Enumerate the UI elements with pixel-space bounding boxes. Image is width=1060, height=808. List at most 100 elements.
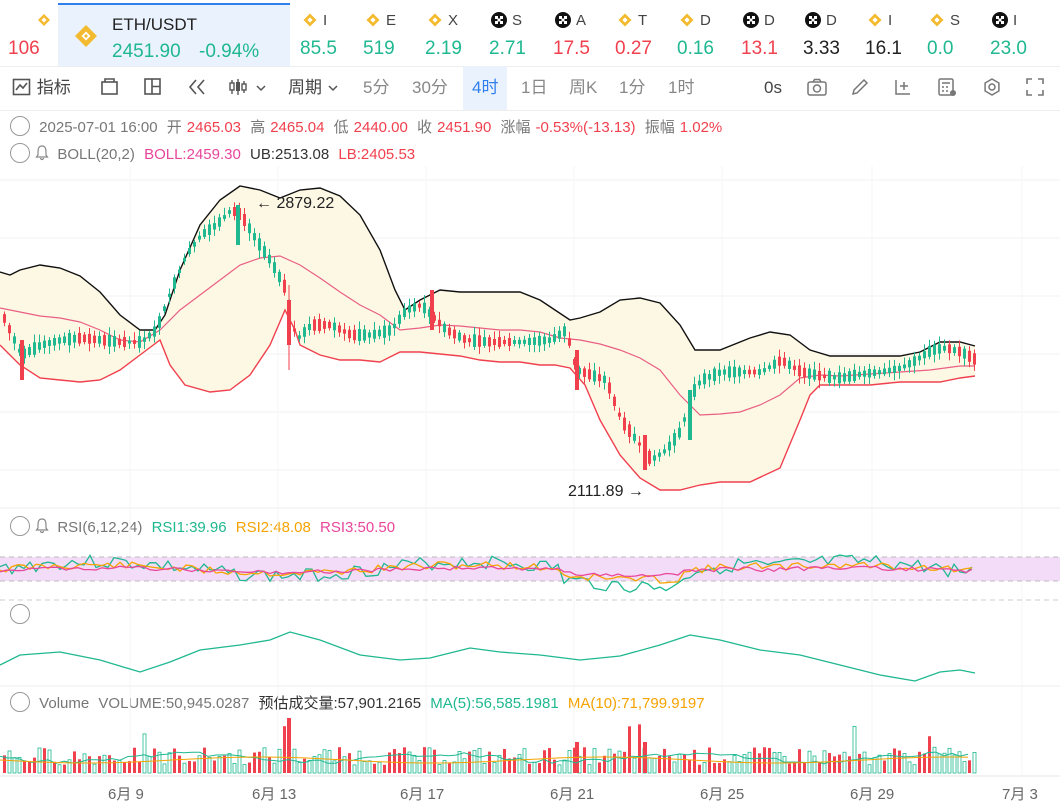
- candle: [613, 396, 616, 406]
- volume-bar: [772, 751, 777, 774]
- volume-bar: [57, 764, 62, 774]
- collapse-icon[interactable]: [10, 116, 30, 137]
- volume-bar: [17, 757, 22, 774]
- ticker-item[interactable]: A 17.5: [548, 0, 610, 66]
- candle: [758, 369, 761, 375]
- candle: [688, 396, 691, 408]
- ticker-item[interactable]: E 519: [358, 0, 420, 66]
- candle: [433, 315, 436, 321]
- interval-5m[interactable]: 5分: [363, 78, 390, 97]
- volume-bar: [942, 752, 947, 774]
- ticker-price: 2.71: [489, 38, 526, 59]
- ticker-item[interactable]: I 85.5: [295, 0, 357, 66]
- ticker-item[interactable]: D 0.16: [672, 0, 734, 66]
- ticker-item[interactable]: D 13.1: [736, 0, 798, 66]
- fullscreen-button[interactable]: [1025, 66, 1045, 110]
- volume-bar: [142, 733, 147, 774]
- volume-bar: [577, 755, 582, 774]
- ticker-item[interactable]: X 2.19: [420, 0, 482, 66]
- ticker-item[interactable]: I 16.1: [860, 0, 922, 66]
- candle: [153, 326, 156, 337]
- binance-icon: [428, 13, 442, 27]
- volume-bar: [962, 761, 967, 774]
- volume-bar: [528, 763, 531, 773]
- candle: [668, 441, 671, 451]
- period-dropdown[interactable]: 周期: [288, 66, 339, 110]
- interval-4h[interactable]: 4时: [463, 66, 508, 110]
- volume-bar: [818, 762, 821, 773]
- interval-1h[interactable]: 1时: [668, 78, 695, 97]
- trend-line-button[interactable]: [893, 66, 913, 110]
- volume-bar: [237, 749, 242, 774]
- volume-bar: [37, 747, 42, 774]
- interval-1d[interactable]: 1日: [521, 78, 548, 97]
- ticker-item[interactable]: T 0.27: [610, 0, 672, 66]
- volume-bar: [357, 750, 362, 774]
- expand-icon[interactable]: [10, 604, 30, 624]
- ticker-item[interactable]: S 0.0: [922, 0, 984, 66]
- volume-bar: [718, 762, 721, 773]
- volume-bar: [592, 748, 597, 774]
- volume-bar: [893, 748, 896, 773]
- screenshot-button[interactable]: [806, 66, 828, 110]
- candle: [523, 339, 526, 344]
- volume-bar: [693, 749, 696, 773]
- candle: [873, 369, 876, 376]
- candle: [903, 364, 906, 369]
- candle: [838, 372, 841, 384]
- chart-type-button[interactable]: [228, 66, 267, 110]
- candle: [883, 368, 886, 375]
- candle: [63, 336, 66, 343]
- candle: [718, 369, 721, 376]
- volume-bar: [73, 751, 76, 773]
- ticker-item[interactable]: D 3.33: [798, 0, 860, 66]
- calculator-button[interactable]: [936, 66, 958, 110]
- volume-bar: [848, 756, 851, 773]
- ticker-price: 106: [8, 38, 40, 59]
- ticker-item[interactable]: S 2.71: [484, 0, 546, 66]
- volume-bar: [803, 763, 806, 773]
- layout-button[interactable]: [143, 66, 163, 110]
- ticker-item[interactable]: 106: [0, 0, 56, 66]
- volume-bar: [433, 749, 436, 773]
- volume-ma5: MA(5):56,585.1981: [430, 695, 559, 712]
- collapse-icon[interactable]: [10, 143, 30, 164]
- volume-ma5-line: [0, 751, 969, 765]
- candle: [653, 455, 656, 461]
- interval-1m[interactable]: 1分: [619, 78, 646, 97]
- active-ticker[interactable]: ETH/USDT 2451.90 -0.94%: [58, 3, 290, 66]
- volume-bar: [598, 762, 601, 773]
- volume-bar: [412, 754, 417, 774]
- collapse-icon[interactable]: [10, 692, 30, 713]
- interval-weekly[interactable]: 周K: [569, 78, 598, 97]
- volume-bar: [262, 747, 267, 774]
- candle: [498, 337, 501, 347]
- bell-icon[interactable]: [35, 518, 49, 534]
- volume-bar: [477, 748, 482, 774]
- volume-ma10: MA(10):71,799.9197: [567, 695, 705, 712]
- replay-button[interactable]: [186, 66, 208, 110]
- hidden-pane-toggle[interactable]: [10, 604, 1060, 630]
- volume-bar: [213, 760, 216, 773]
- ticker-name: D: [826, 12, 837, 29]
- volume-bar: [423, 747, 426, 773]
- candle: [198, 235, 201, 240]
- interval-30m[interactable]: 30分: [412, 78, 448, 97]
- draw-button[interactable]: [850, 66, 870, 110]
- template-button[interactable]: [100, 66, 120, 110]
- collapse-icon[interactable]: [10, 516, 30, 537]
- candle: [643, 435, 647, 470]
- volume-bar: [217, 756, 222, 774]
- candle: [443, 323, 446, 333]
- volume-bar: [688, 760, 691, 773]
- candle: [158, 316, 161, 328]
- indicators-button[interactable]: 指标: [12, 66, 71, 110]
- bell-icon[interactable]: [35, 145, 49, 161]
- volume-bar: [98, 756, 101, 773]
- boll-value: BOLL:2459.30: [144, 146, 241, 163]
- ticker-item[interactable]: I 23.0: [985, 0, 1047, 66]
- change-label: 涨幅: [500, 119, 531, 136]
- volume-bar: [932, 746, 937, 774]
- volume-bar: [862, 751, 867, 774]
- settings-button[interactable]: [982, 66, 1002, 110]
